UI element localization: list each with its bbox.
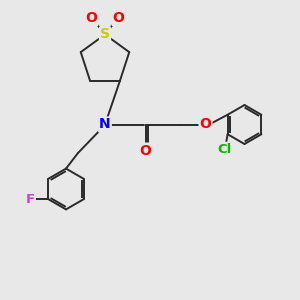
Text: O: O: [85, 11, 98, 25]
Text: O: O: [200, 118, 211, 131]
Text: O: O: [140, 144, 152, 158]
Text: F: F: [26, 193, 35, 206]
Text: S: S: [100, 28, 110, 41]
Text: O: O: [112, 11, 124, 25]
Text: N: N: [99, 118, 111, 131]
Text: Cl: Cl: [217, 143, 231, 156]
